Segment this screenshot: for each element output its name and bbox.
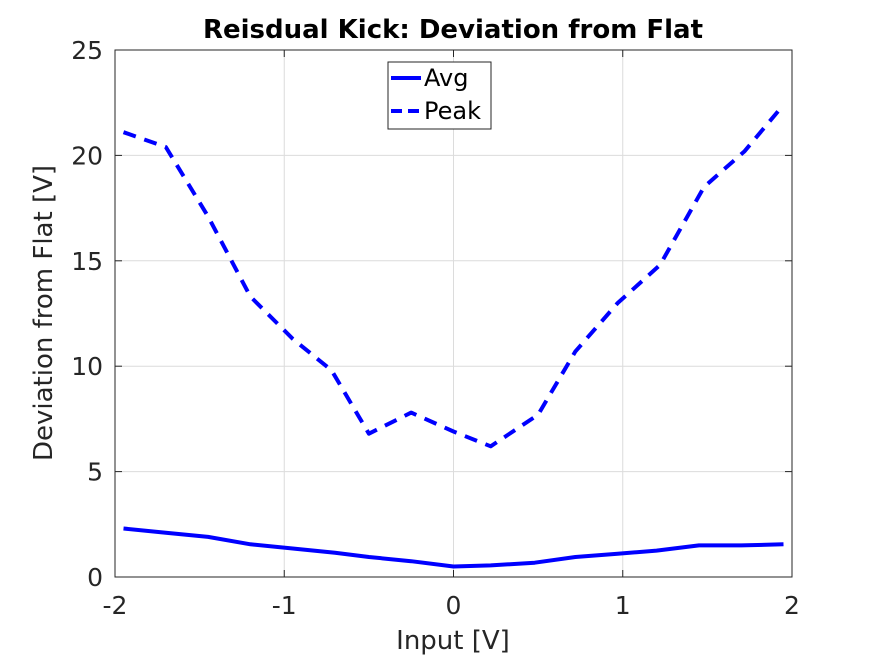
chart-title: Reisdual Kick: Deviation from Flat	[203, 15, 703, 45]
series-line-avg	[123, 526, 784, 569]
x-tick-label: 2	[784, 591, 800, 620]
grid-lines	[115, 50, 792, 577]
y-tick-label: 10	[71, 352, 103, 381]
x-axis-label: Input [V]	[396, 626, 510, 656]
y-tick-label: 20	[71, 141, 103, 170]
y-tick-label: 25	[71, 36, 103, 65]
y-axis-label: Deviation from Flat [V]	[29, 165, 59, 461]
y-tick-label: 5	[87, 458, 103, 487]
series-lines	[122, 103, 786, 569]
y-tick-label: 15	[71, 247, 103, 276]
legend-label-peak: Peak	[424, 97, 481, 125]
x-tick-label: 0	[446, 591, 462, 620]
legend-box	[387, 61, 492, 130]
legend-label-avg: Avg	[424, 64, 468, 92]
x-tick-label: 1	[615, 591, 631, 620]
x-tick-label: -1	[272, 591, 297, 620]
series-line-peak	[122, 103, 786, 449]
y-tick-label: 0	[87, 563, 103, 592]
x-tick-label: -2	[103, 591, 128, 620]
legend: Avg Peak	[387, 61, 492, 130]
